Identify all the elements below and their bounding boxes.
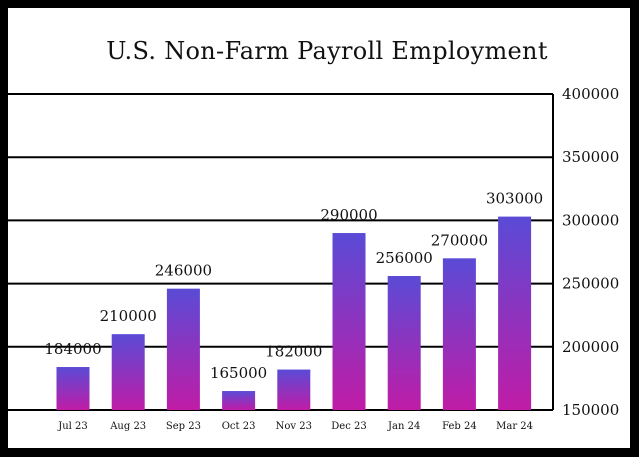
data-label: 184000 [44, 340, 101, 358]
y-tick-label: 200000 [562, 338, 619, 356]
data-label: 303000 [486, 190, 543, 208]
bar [111, 334, 145, 410]
x-tick-label: Dec 23 [331, 421, 366, 432]
bar [442, 258, 476, 410]
x-tick-label: Jan 24 [387, 421, 420, 432]
data-label: 246000 [155, 262, 212, 280]
bar [222, 391, 256, 410]
bar [332, 233, 366, 410]
data-label: 165000 [210, 364, 267, 382]
x-tick-label: Jul 23 [57, 421, 88, 432]
x-tick-label: Feb 24 [442, 421, 477, 432]
x-tick-label: Nov 23 [276, 421, 312, 432]
x-tick-label: Mar 24 [496, 421, 533, 432]
bar [277, 369, 311, 410]
bar [498, 216, 532, 410]
bar [387, 276, 421, 410]
y-tick-label: 300000 [562, 211, 619, 229]
y-tick-label: 400000 [562, 85, 619, 103]
y-tick-label: 250000 [562, 275, 619, 293]
chart-title: U.S. Non-Farm Payroll Employment [106, 37, 548, 65]
data-label: 290000 [320, 206, 377, 224]
data-label: 182000 [265, 343, 322, 361]
data-label: 256000 [376, 249, 433, 267]
bar [166, 288, 200, 410]
chart-frame: U.S. Non-Farm Payroll Employment 150000 2… [8, 8, 630, 448]
bar [56, 367, 90, 410]
x-tick-label: Oct 23 [222, 421, 256, 432]
data-label: 270000 [431, 231, 488, 249]
y-tick-label: 150000 [562, 401, 619, 419]
x-tick-label: Sep 23 [166, 421, 201, 432]
bar-chart: 150000 200000 250000 300000 350000 400000 1840… [8, 85, 619, 432]
y-tick-label: 350000 [562, 148, 619, 166]
x-tick-label: Aug 23 [109, 421, 146, 432]
data-label: 210000 [100, 307, 157, 325]
